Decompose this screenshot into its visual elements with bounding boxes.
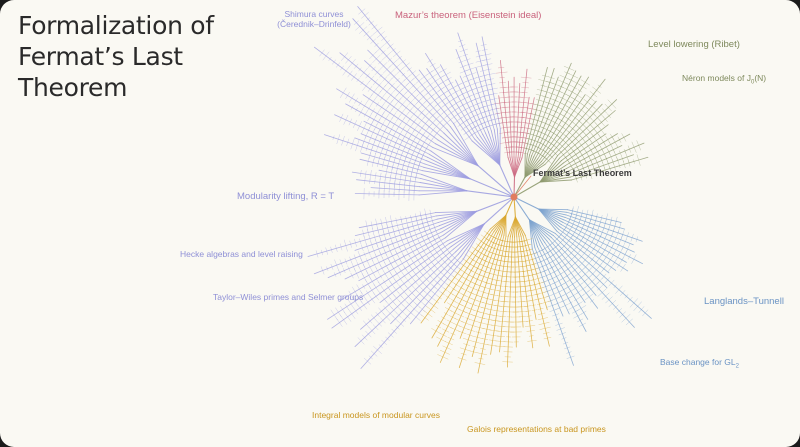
title-line-2: Fermat’s Last [18,42,183,71]
label-neron-sub: 0 [750,79,755,86]
label-shimura-curves: Shimura curves (Čerednik–Drinfeld) [264,9,364,29]
label-root-fermat: Fermat’s Last Theorem [533,168,632,178]
label-level-lowering: Level lowering (Ribet) [648,39,740,50]
tree-trunk-taylor_wiles [483,196,515,225]
tree-trunk-base_change [513,196,530,221]
tree-trunk-neron [513,181,541,198]
label-taylor-wiles: Taylor–Wiles primes and Selmer groups [213,292,364,302]
title-line-3: Theorem [18,73,128,102]
title-line-1: Formalization of [18,11,214,40]
label-base-change-text: Base change for GL [660,357,736,367]
label-base-change-sub: 2 [735,363,739,370]
label-hecke-algebras: Hecke algebras and level raising [180,249,303,259]
label-shimura-line-2: (Čerednik–Drinfeld) [277,19,351,29]
label-neron-text: Néron models of J [682,73,751,83]
label-base-change: Base change for GL2 [660,357,739,372]
label-langlands-tunnell: Langlands–Tunnell [704,296,784,307]
tree-trunk-hecke [476,196,515,212]
label-integral-models: Integral models of modular curves [312,410,441,420]
tree-trunk-taylor_wiles [477,165,515,198]
tree-trunk-shimura [499,164,515,198]
tree-trunk-modularity [466,190,515,198]
label-mazur-theorem: Mazur’s theorem (Eisenstein ideal) [395,10,542,21]
label-shimura-line-1: Shimura curves [284,9,344,19]
tree-trunk-langlands [513,196,540,210]
label-galois-representations: Galois representations at bad primes [467,424,606,434]
root-label-connector [513,175,532,198]
label-modularity-lifting: Modularity lifting, R = T [237,191,335,202]
tree-trunk-level_lowering [513,176,526,198]
tree-trunk-hecke [469,178,515,198]
label-neron-models: Néron models of J0(N) [682,73,766,88]
label-neron-suffix: (N) [754,73,767,83]
page-title: Formalization of Fermat’s Last Theorem [18,10,214,103]
